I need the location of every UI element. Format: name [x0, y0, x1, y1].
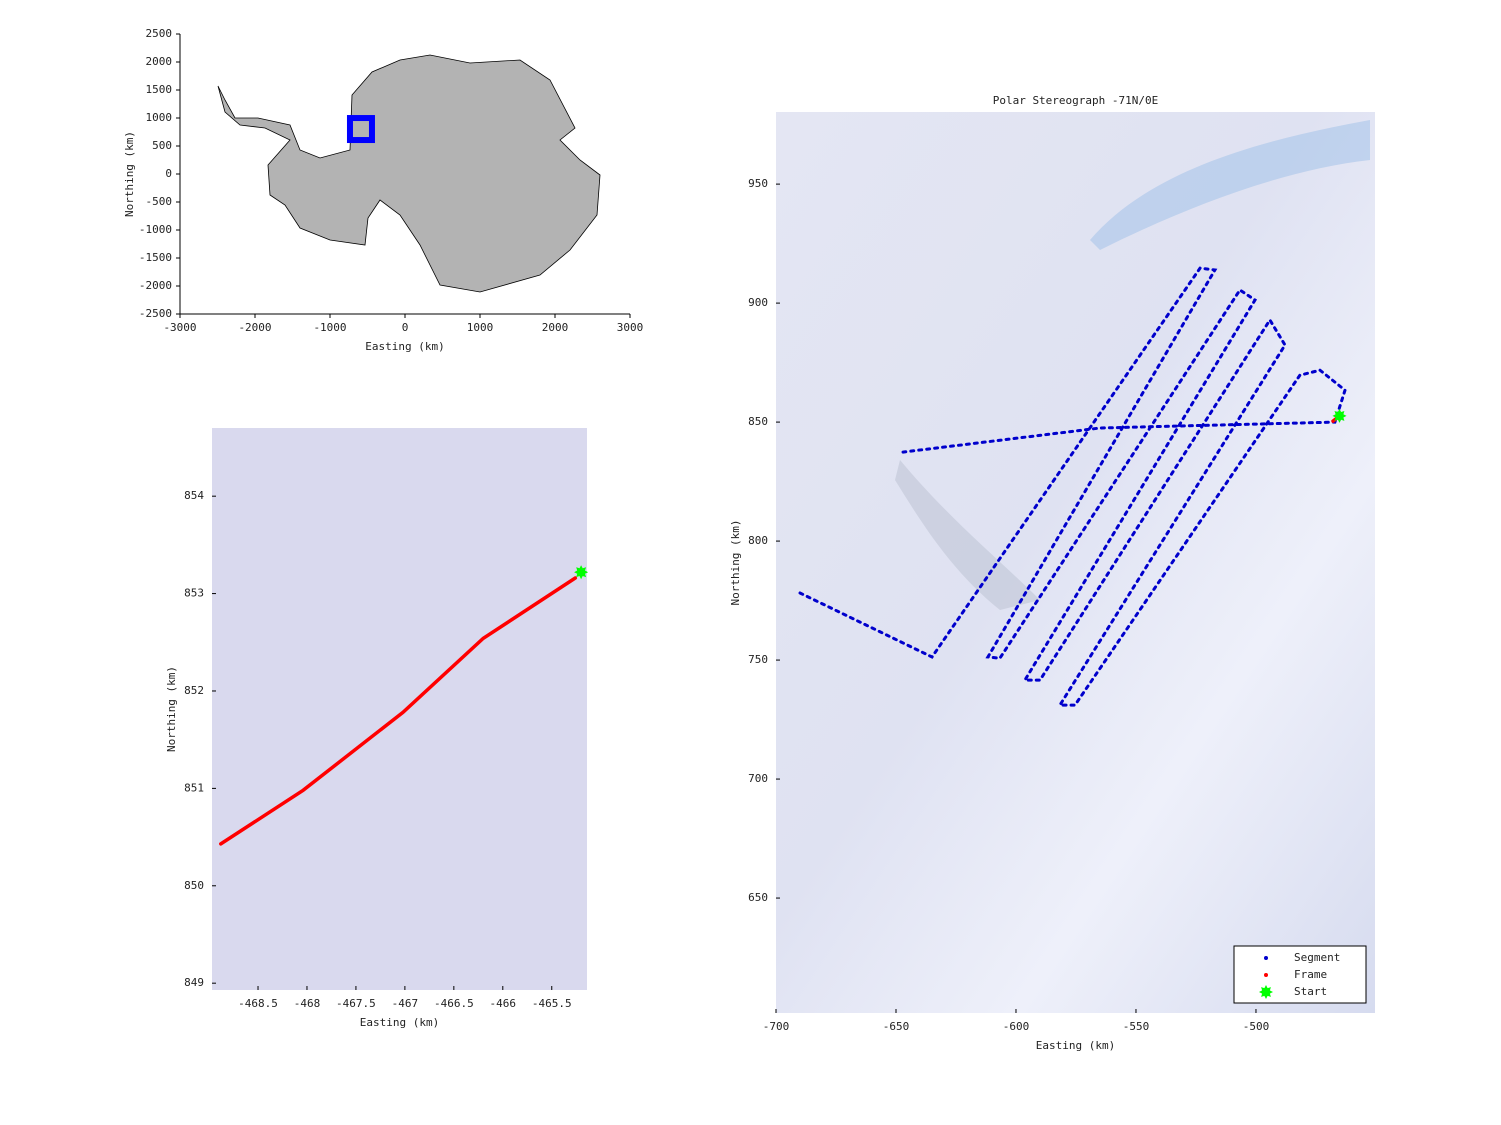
- y-tick-label: 750: [748, 653, 768, 666]
- y-tick-label: -1000: [139, 223, 172, 236]
- x-tick-label: 1000: [467, 321, 494, 334]
- y-tick-label: 851: [184, 781, 204, 794]
- y-tick-label: 500: [152, 139, 172, 152]
- x-tick-label: -467.5: [336, 997, 376, 1010]
- x-tick-label: -468: [294, 997, 321, 1010]
- y-tick-label: 854: [184, 489, 204, 502]
- y-tick-label: 852: [184, 684, 204, 697]
- x-tick-label: -700: [763, 1020, 790, 1033]
- y-tick-label: 850: [748, 415, 768, 428]
- x-tick-label: 0: [402, 321, 409, 334]
- y-axis-label: Northing (km): [123, 131, 136, 217]
- x-tick-label: -650: [883, 1020, 910, 1033]
- y-tick-label: 950: [748, 177, 768, 190]
- x-tick-label: -465.5: [532, 997, 572, 1010]
- y-tick-label: 650: [748, 891, 768, 904]
- y-tick-label: 800: [748, 534, 768, 547]
- legend-label: Start: [1294, 985, 1327, 998]
- legend-label: Frame: [1294, 968, 1327, 981]
- x-axis-label: Easting (km): [360, 1016, 439, 1029]
- legend-marker: [1259, 985, 1273, 999]
- series-line: [219, 576, 578, 846]
- x-tick-label: -500: [1243, 1020, 1270, 1033]
- y-tick-label: 0: [165, 167, 172, 180]
- legend-marker: [1264, 973, 1268, 977]
- y-tick-label: -2500: [139, 307, 172, 320]
- y-tick-label: 700: [748, 772, 768, 785]
- marker: [346, 115, 375, 144]
- x-axis-label: Easting (km): [1036, 1039, 1115, 1052]
- legend-marker: [1264, 956, 1268, 960]
- ice-texture: [895, 460, 1040, 610]
- y-tick-label: 853: [184, 587, 204, 600]
- image-background: [776, 112, 1375, 1013]
- x-tick-label: -467: [392, 997, 419, 1010]
- y-tick-label: 2000: [146, 55, 173, 68]
- legend-box: [1233, 945, 1367, 1004]
- x-tick-label: -2000: [238, 321, 271, 334]
- x-tick-label: -550: [1123, 1020, 1150, 1033]
- x-tick-label: 3000: [617, 321, 644, 334]
- y-tick-label: 900: [748, 296, 768, 309]
- y-tick-label: 2500: [146, 27, 173, 40]
- y-tick-label: -1500: [139, 251, 172, 264]
- y-tick-label: 1500: [146, 83, 173, 96]
- y-axis-label: Northing (km): [165, 666, 178, 752]
- chart-title: Polar Stereograph -71N/0E: [993, 94, 1159, 107]
- x-tick-label: 2000: [542, 321, 569, 334]
- x-tick-label: -466.5: [434, 997, 474, 1010]
- x-tick-label: -600: [1003, 1020, 1030, 1033]
- y-axis-label: Northing (km): [729, 519, 742, 605]
- marker: [574, 565, 589, 580]
- image-background: [212, 428, 587, 990]
- x-tick-label: -468.5: [238, 997, 278, 1010]
- y-tick-label: 849: [184, 976, 204, 989]
- legend-label: Segment: [1294, 951, 1340, 964]
- series-line: [798, 266, 1347, 707]
- marker: [1332, 408, 1347, 423]
- y-tick-label: 1000: [146, 111, 173, 124]
- x-axis-label: Easting (km): [365, 340, 444, 353]
- x-tick-label: -1000: [313, 321, 346, 334]
- ice-texture: [1090, 120, 1370, 250]
- x-tick-label: -466: [490, 997, 517, 1010]
- x-tick-label: -3000: [163, 321, 196, 334]
- y-tick-label: -500: [146, 195, 173, 208]
- continent-outline: [217, 54, 601, 293]
- y-tick-label: -2000: [139, 279, 172, 292]
- y-tick-label: 850: [184, 879, 204, 892]
